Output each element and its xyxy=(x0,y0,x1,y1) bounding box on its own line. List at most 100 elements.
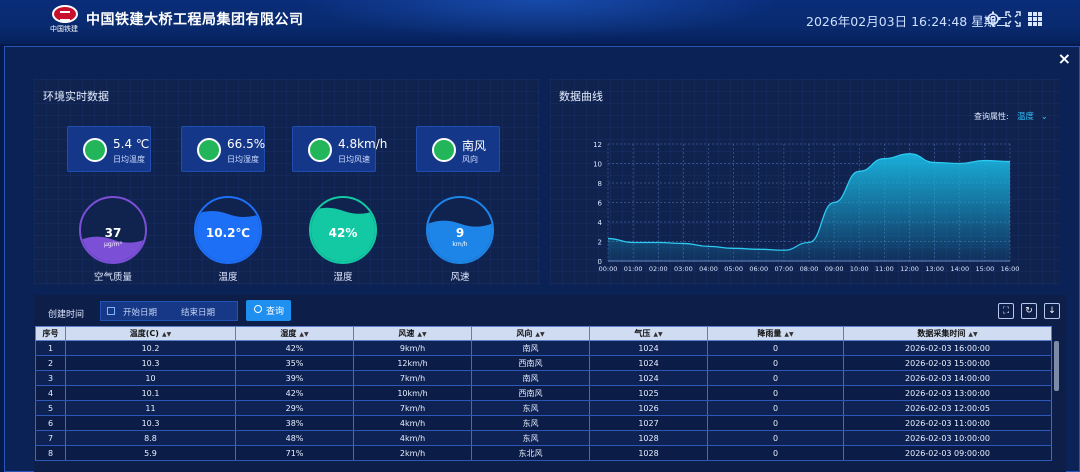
column-header[interactable]: 降雨量 ▲▼ xyxy=(707,326,844,341)
table-row[interactable]: 1 10.2 42% 9km/h 南风 1024 0 2026-02-03 16:00:00 xyxy=(35,340,1052,356)
created-time-label: 创建时间 xyxy=(48,310,85,320)
avg-temperature-card: 5.4 ℃ 日均温度 xyxy=(67,126,151,172)
x-tick-label: 14:00 xyxy=(950,265,969,273)
sort-icon[interactable]: ▲▼ xyxy=(161,331,172,338)
table-cell: 42% xyxy=(235,340,354,356)
gauge-1: 10.2℃ xyxy=(194,196,262,264)
card-value: 4.8km/h xyxy=(338,137,388,151)
temperature-chart: 0 2 4 6 8 10 12 00:00 01:00 02:00 03:00 04:00 05:00 0… xyxy=(593,141,1019,273)
card-value: 5.4 ℃ xyxy=(113,137,150,151)
table-cell: 2 xyxy=(35,355,66,371)
column-header[interactable]: 风向 ▲▼ xyxy=(471,326,590,341)
end-date-input[interactable]: 结束日期 xyxy=(181,308,216,318)
table-scrollbar[interactable] xyxy=(1054,341,1059,391)
table-cell: 2026-02-03 11:00:00 xyxy=(843,415,1052,431)
table-row[interactable]: 8 5.9 71% 2km/h 东北风 1028 0 2026-02-03 09:00:00 xyxy=(35,445,1052,461)
x-tick-label: 10:00 xyxy=(850,265,869,273)
table-cell: 南风 xyxy=(471,340,590,356)
date-range-picker[interactable]: 开始日期 结束日期 xyxy=(100,301,238,321)
top-header: 中国铁建 中国铁建大桥工程局集团有限公司 2026年02月03日 16:24:4… xyxy=(0,0,1080,44)
query-attribute-select[interactable]: 温度 ⌄ xyxy=(1017,110,1048,122)
close-icon[interactable]: × xyxy=(1057,49,1071,68)
table-cell: 4km/h xyxy=(353,415,472,431)
sort-icon[interactable]: ▲▼ xyxy=(299,331,309,338)
gauge-wave xyxy=(428,220,492,262)
x-tick-label: 04:00 xyxy=(699,265,718,273)
download-icon[interactable]: ↓ xyxy=(1044,303,1060,319)
table-cell: 西南风 xyxy=(471,385,590,401)
humidity-icon xyxy=(197,138,221,162)
column-header[interactable]: 气压 ▲▼ xyxy=(589,326,708,341)
gauge-value: 37 xyxy=(104,226,122,240)
table-cell: 8 xyxy=(35,445,66,461)
start-date-input[interactable]: 开始日期 xyxy=(123,308,158,318)
table-cell: 0 xyxy=(707,355,844,371)
table-cell: 42% xyxy=(235,385,354,401)
x-tick-label: 03:00 xyxy=(674,265,693,273)
table-cell: 2026-02-03 10:00:00 xyxy=(843,430,1052,446)
table-header-row: 序号 温度(C) ▲▼ 湿度 ▲▼ 风速 ▲▼ 风向 ▲▼ 气压 ▲▼ 降雨量 ▲▼ 数据采集时间 ▲▼ xyxy=(35,326,1052,341)
column-header-label: 数据采集时间 xyxy=(917,329,966,338)
gauge-value: 42% xyxy=(328,226,358,240)
gear-icon[interactable] xyxy=(985,11,1001,27)
gauge-value: 9 xyxy=(455,226,465,240)
table-row[interactable]: 6 10.3 38% 4km/h 东风 1027 0 2026-02-03 11:00:00 xyxy=(35,415,1052,431)
y-tick-label: 0 xyxy=(598,258,602,266)
sort-icon[interactable]: ▲▼ xyxy=(417,331,427,338)
sort-icon[interactable]: ▲▼ xyxy=(968,331,978,338)
column-header: 序号 xyxy=(35,326,66,341)
y-tick-label: 4 xyxy=(598,219,603,227)
column-header-label: 风速 xyxy=(398,329,415,338)
column-header-label: 风向 xyxy=(516,329,533,338)
table-row[interactable]: 4 10.1 42% 10km/h 西南风 1025 0 2026-02-03 13:00:0… xyxy=(35,385,1052,401)
sort-icon[interactable]: ▲▼ xyxy=(653,331,663,338)
column-header-label: 序号 xyxy=(42,329,59,338)
query-button-label: 查询 xyxy=(266,307,285,317)
calendar-icon xyxy=(107,307,115,315)
table-cell: 10.3 xyxy=(65,355,236,371)
gauge-wave xyxy=(196,211,260,262)
gauge-3: 9 km/h xyxy=(426,196,494,264)
card-value: 南风 xyxy=(462,139,487,153)
table-cell: 2026-02-03 16:00:00 xyxy=(843,340,1052,356)
gauge-value: 10.2℃ xyxy=(205,226,251,240)
column-header[interactable]: 温度(C) ▲▼ xyxy=(65,326,236,341)
gauge-fill xyxy=(196,211,260,262)
avg-humidity-card: 66.5% 日均湿度 xyxy=(181,126,265,172)
table-cell: 1028 xyxy=(589,445,708,461)
column-header[interactable]: 数据采集时间 ▲▼ xyxy=(843,326,1052,341)
table-row[interactable]: 7 8.8 48% 4km/h 东风 1028 0 2026-02-03 10:00:00 xyxy=(35,430,1052,446)
table-cell: 3 xyxy=(35,370,66,386)
refresh-icon[interactable]: ↻ xyxy=(1021,303,1037,319)
table-cell: 2026-02-03 12:00:05 xyxy=(843,400,1052,416)
table-cell: 0 xyxy=(707,400,844,416)
table-cell: 8.8 xyxy=(65,430,236,446)
fullscreen-icon[interactable] xyxy=(1005,11,1021,27)
x-tick-label: 11:00 xyxy=(875,265,894,273)
table-cell: 1024 xyxy=(589,370,708,386)
query-button[interactable]: 查询 xyxy=(246,300,291,321)
column-header-label: 湿度 xyxy=(280,329,297,338)
table-cell: 南风 xyxy=(471,370,590,386)
gauge-wave xyxy=(311,207,375,262)
column-header[interactable]: 风速 ▲▼ xyxy=(353,326,472,341)
table-cell: 东风 xyxy=(471,400,590,416)
table-cell: 0 xyxy=(707,385,844,401)
table-row[interactable]: 2 10.3 35% 12km/h 西南风 1024 0 2026-02-03 15:00:0… xyxy=(35,355,1052,371)
table-row[interactable]: 5 11 29% 7km/h 东风 1026 0 2026-02-03 12:00:05 xyxy=(35,400,1052,416)
table-cell: 0 xyxy=(707,445,844,461)
table-cell: 9km/h xyxy=(353,340,472,356)
grid-menu-icon[interactable] xyxy=(1027,11,1043,27)
table-cell: 1024 xyxy=(589,340,708,356)
table-cell: 48% xyxy=(235,430,354,446)
table-cell: 7 xyxy=(35,430,66,446)
sort-icon[interactable]: ▲▼ xyxy=(784,331,794,338)
table-cell: 7km/h xyxy=(353,370,472,386)
sort-icon[interactable]: ▲▼ xyxy=(535,331,545,338)
table-cell: 东风 xyxy=(471,415,590,431)
table-cell: 东北风 xyxy=(471,445,590,461)
fullscreen-table-icon[interactable]: ⛶ xyxy=(998,303,1014,319)
column-header[interactable]: 湿度 ▲▼ xyxy=(235,326,354,341)
data-curve-panel: 数据曲线 查询属性: 温度 ⌄ 0 2 4 6 8 10 12 00:00 01:00 02:00… xyxy=(550,79,1060,285)
table-row[interactable]: 3 10 39% 7km/h 南风 1024 0 2026-02-03 14:00:00 xyxy=(35,370,1052,386)
